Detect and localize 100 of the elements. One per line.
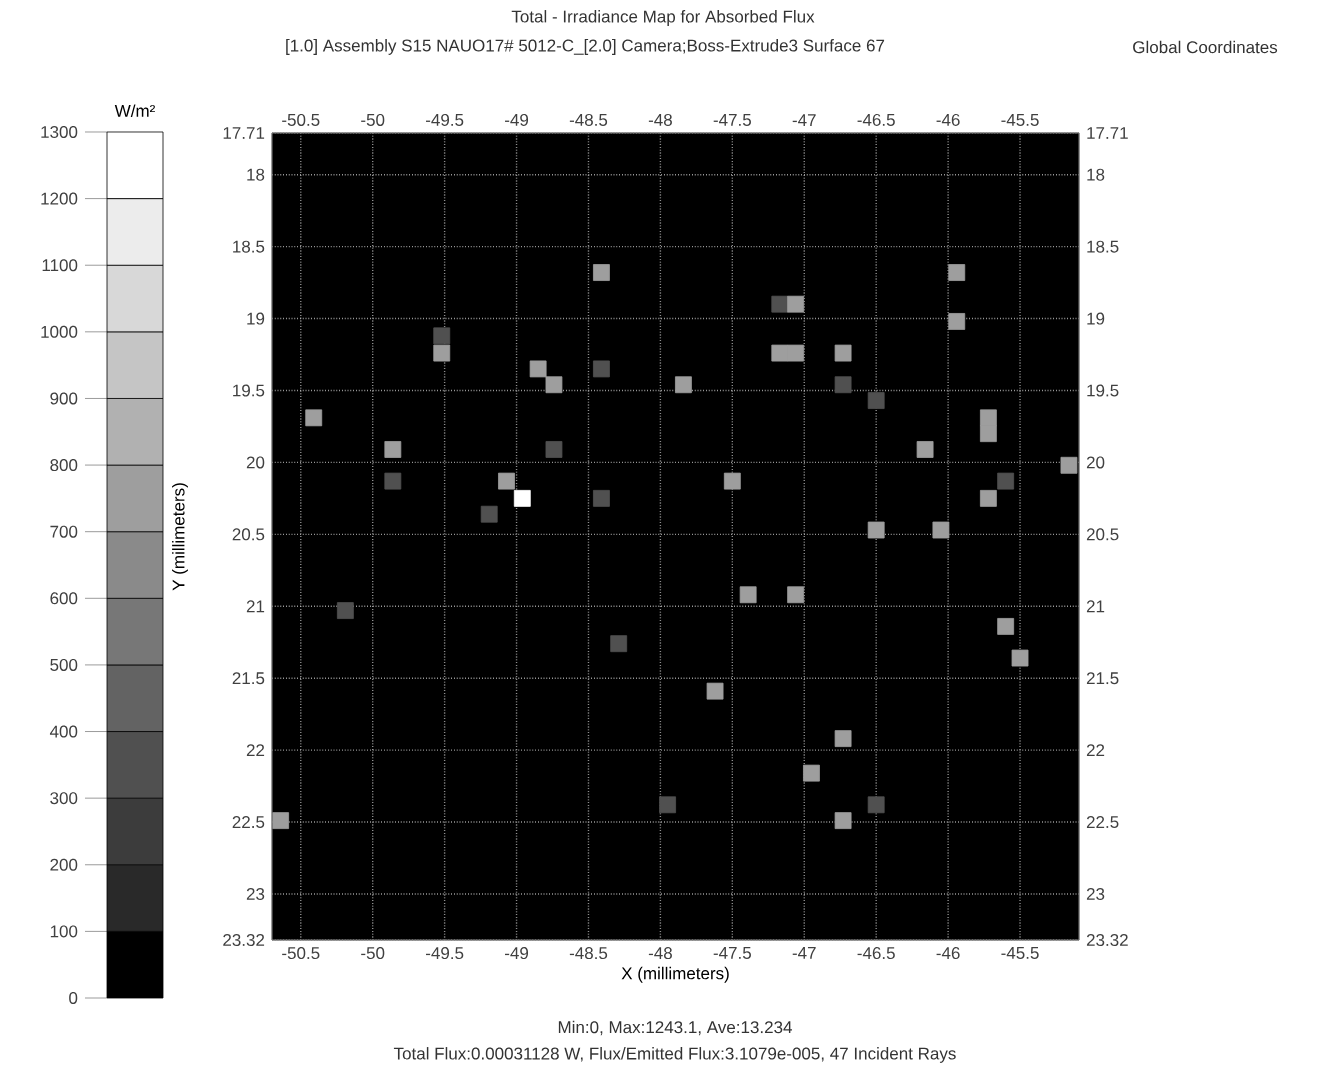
y-tick-label: 19.5	[233, 384, 265, 397]
y-tick-label: 18	[247, 168, 265, 181]
point	[480, 505, 498, 523]
x-axis-title: X (millimeters)	[621, 966, 729, 983]
point	[723, 472, 741, 490]
y-tick-label: 21	[246, 600, 265, 613]
x-tick-label: -48.5	[569, 947, 608, 960]
y2-tick-label: 21	[1086, 600, 1105, 613]
y2-tick-label: 18.5	[1087, 240, 1119, 253]
x2-tick-label: -49	[505, 113, 529, 126]
point	[834, 730, 852, 748]
y2-tick-label: 17.71	[1087, 127, 1128, 139]
point	[545, 441, 563, 458]
point	[932, 521, 950, 539]
color-bar-label: 0	[69, 991, 78, 1005]
color-bar-label: 500	[50, 658, 78, 671]
color-bar-label: 800	[50, 459, 78, 472]
point	[1060, 456, 1078, 474]
point	[1011, 649, 1029, 667]
point	[593, 489, 610, 507]
color-bar-label: 100	[50, 925, 78, 938]
point	[771, 295, 789, 313]
x-tick-label: -47.5	[713, 947, 751, 959]
point	[659, 796, 676, 814]
y2-tick-label: 18	[1087, 168, 1105, 181]
y-tick-label: 23.32	[223, 934, 265, 947]
point	[867, 392, 885, 409]
color-bar-label: 1100	[42, 259, 78, 272]
point	[803, 764, 820, 782]
point	[433, 344, 451, 362]
x-tick-label: -50.5	[282, 947, 320, 960]
y-tick-label: 19	[247, 312, 265, 325]
x2-tick-label: -48	[648, 113, 672, 126]
y-tick-label: 22.5	[232, 816, 265, 829]
point	[787, 344, 805, 362]
color-bar-label: 1000	[41, 325, 78, 338]
point	[834, 812, 852, 830]
y2-tick-label: 23.32	[1086, 934, 1128, 947]
y2-tick-label: 22	[1086, 744, 1105, 757]
y-axis-title: Y (millimeters)	[172, 483, 188, 591]
point	[787, 586, 805, 604]
y2-tick-label: 19	[1087, 312, 1105, 325]
x2-tick-label: -46.5	[857, 113, 895, 126]
y2-tick-label: 20.5	[1086, 528, 1119, 541]
x2-tick-label: -50	[361, 113, 385, 126]
point	[305, 409, 323, 427]
point	[739, 586, 757, 604]
x-tick-label: -48	[648, 947, 672, 960]
point	[834, 344, 852, 362]
point	[997, 472, 1015, 490]
x2-tick-label: -48.5	[569, 113, 608, 126]
point	[771, 344, 789, 362]
text: Total Flux:0.00031128 W, Flux/Emitted Flux:3.1079e-005, 47 Incident Rays	[393, 1047, 956, 1063]
point	[979, 409, 997, 427]
point	[433, 327, 451, 345]
point	[867, 796, 885, 814]
point	[787, 295, 805, 313]
point	[948, 264, 966, 281]
y2-tick-label: 22.5	[1086, 816, 1119, 829]
x2-tick-label: -46	[936, 113, 960, 126]
y-tick-label: 21.5	[232, 672, 265, 685]
text: Global Coordinates	[1133, 40, 1278, 54]
color-bar-label: 1200	[41, 192, 78, 205]
color-bar-label: 200	[50, 858, 78, 871]
point	[867, 521, 885, 539]
point	[384, 472, 402, 490]
x2-tick-label: -49.5	[426, 113, 464, 126]
point	[979, 489, 997, 507]
point	[834, 376, 852, 394]
x-tick-label: -50	[361, 947, 385, 960]
x2-tick-label: -47.5	[713, 114, 751, 126]
point	[593, 360, 610, 378]
point	[997, 618, 1015, 635]
point	[498, 472, 515, 490]
chart-title: Total - Irradiance Map for Absorbed Flux	[511, 10, 815, 26]
color-bar-label: 400	[49, 725, 78, 738]
x-tick-label: -49.5	[426, 947, 464, 960]
color-bar-label: 900	[50, 392, 78, 405]
y2-tick-label: 23	[1086, 887, 1105, 900]
y-tick-label: 18.5	[233, 240, 265, 253]
y2-tick-label: 21.5	[1086, 672, 1119, 685]
color-bar-title: W/m²	[114, 104, 155, 117]
color-bar-label: 600	[50, 592, 78, 605]
y-tick-label: 17.71	[223, 127, 265, 139]
point	[979, 425, 997, 443]
point	[948, 313, 966, 330]
y-tick-label: 23	[246, 887, 265, 900]
point	[336, 602, 354, 619]
y2-tick-label: 19.5	[1087, 384, 1119, 397]
x-tick-label: -46.5	[857, 947, 895, 960]
x2-tick-label: -45.5	[1001, 114, 1039, 126]
point	[384, 441, 402, 458]
y2-tick-label: 20	[1086, 456, 1105, 469]
x2-tick-label: -47	[792, 114, 816, 126]
chart-subtitle: [1.0] Assembly S15 NAUO17# 5012-C_[2.0] Camera;Boss-Extrude3 Surface 67	[286, 39, 885, 55]
color-bar-label: 1300	[41, 125, 78, 138]
y-tick-label: 22	[246, 744, 265, 757]
point	[545, 376, 563, 394]
text: Min:0, Max:1243.1, Ave:13.234	[558, 1020, 793, 1036]
y-tick-label: 20	[246, 456, 265, 469]
